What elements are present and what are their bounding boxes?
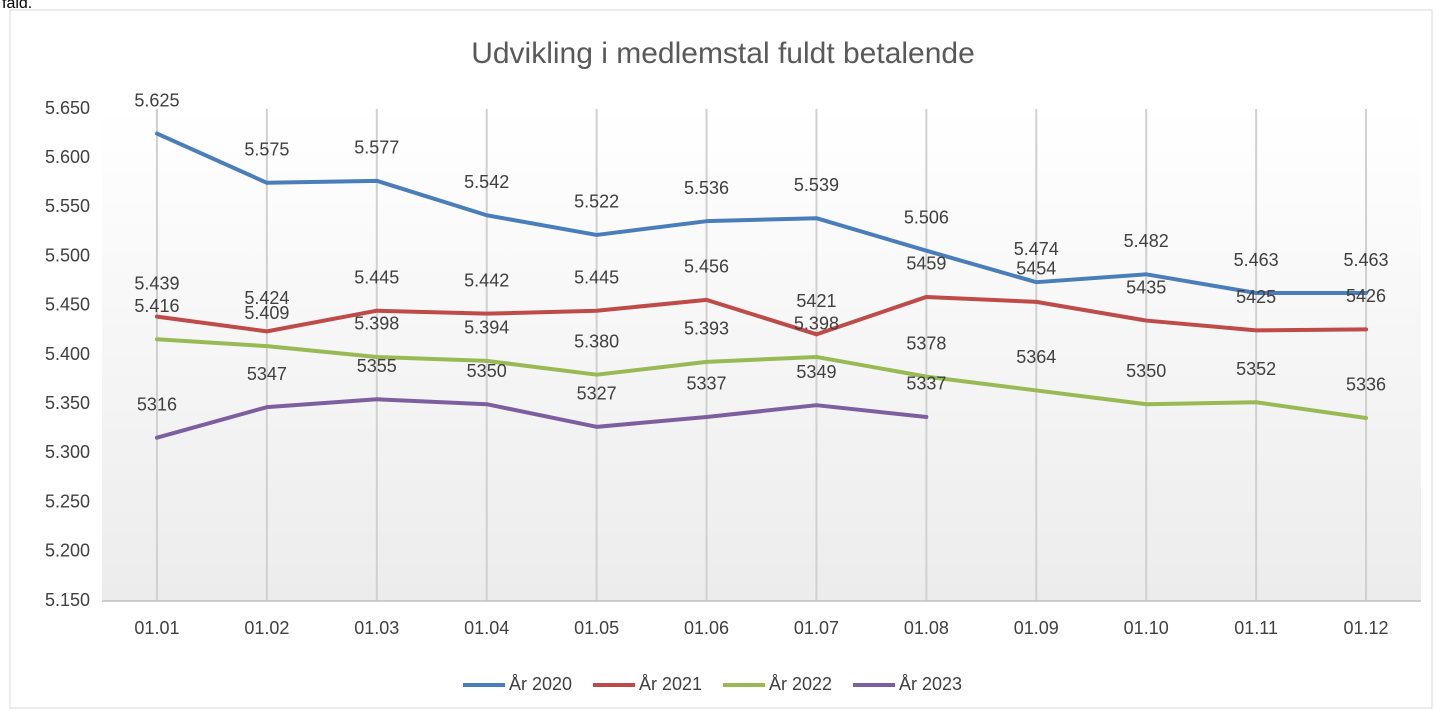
data-label: 5.463 — [1234, 250, 1279, 270]
data-label: 5.482 — [1124, 231, 1169, 251]
data-label: 5.409 — [244, 303, 289, 323]
y-tick-label: 5.400 — [45, 344, 90, 364]
data-label: 5.536 — [684, 178, 729, 198]
chart-title: Udvikling i medlemstal fuldt betalende — [471, 37, 975, 70]
data-label: 5350 — [467, 361, 507, 381]
x-tick-label: 01.02 — [244, 618, 289, 638]
data-label: 5459 — [906, 254, 946, 274]
y-tick-label: 5.600 — [45, 147, 90, 167]
series-line — [154, 294, 1369, 337]
y-tick-label: 5.150 — [45, 590, 90, 610]
data-label: 5378 — [906, 333, 946, 353]
x-tick-label: 01.05 — [574, 618, 619, 638]
legend-label: År 2020 — [509, 674, 572, 694]
data-label: 5426 — [1346, 286, 1386, 306]
data-label: 5.625 — [134, 90, 179, 110]
data-label: 5.442 — [464, 270, 509, 290]
y-tick-label: 5.250 — [45, 491, 90, 511]
data-label: 5421 — [796, 291, 836, 311]
chart-frame — [9, 9, 1433, 709]
data-label: 5364 — [1016, 347, 1056, 367]
y-tick-label: 5.300 — [45, 442, 90, 462]
data-label: 5.445 — [354, 267, 399, 287]
data-label: 5327 — [577, 384, 617, 404]
legend-label: År 2023 — [899, 674, 962, 694]
x-tick-label: 01.11 — [1234, 618, 1278, 638]
x-tick-label: 01.06 — [684, 618, 729, 638]
data-label: 5.577 — [354, 138, 399, 158]
data-label: 5347 — [247, 364, 287, 384]
x-tick-label: 01.12 — [1344, 618, 1389, 638]
data-label: 5.380 — [574, 331, 619, 351]
x-tick-label: 01.10 — [1124, 618, 1169, 638]
x-tick-label: 01.01 — [134, 618, 179, 638]
data-label: 5.474 — [1014, 239, 1059, 259]
x-tick-label: 01.08 — [904, 618, 949, 638]
data-label: 5.439 — [134, 273, 179, 293]
series-line — [154, 337, 1369, 420]
x-tick-label: 01.04 — [464, 618, 509, 638]
data-label: 5.424 — [244, 288, 289, 308]
y-tick-label: 5.500 — [45, 245, 90, 265]
data-label: 5337 — [906, 374, 946, 394]
x-tick-label: 01.07 — [794, 618, 839, 638]
y-tick-label: 5.450 — [45, 295, 90, 315]
y-tick-label: 5.550 — [45, 196, 90, 216]
data-label: 5.456 — [684, 257, 729, 277]
data-label: 5355 — [357, 356, 397, 376]
legend-label: År 2021 — [639, 674, 702, 694]
data-label: 5425 — [1236, 287, 1276, 307]
data-label: 5.542 — [464, 172, 509, 192]
data-label: 5.539 — [794, 175, 839, 195]
data-label: 5.394 — [464, 318, 509, 338]
legend-label: År 2022 — [769, 674, 832, 694]
series-line — [154, 131, 1369, 296]
page-note: fald. — [2, 0, 32, 12]
data-label: 5337 — [687, 374, 727, 394]
data-label: 5349 — [796, 362, 836, 382]
data-label: 5.522 — [574, 192, 619, 212]
y-tick-label: 5.350 — [45, 393, 90, 413]
data-label: 5435 — [1126, 277, 1166, 297]
data-label: 5.398 — [794, 314, 839, 334]
data-label: 5316 — [137, 394, 177, 414]
data-label: 5336 — [1346, 375, 1386, 395]
data-label: 5.393 — [684, 319, 729, 339]
x-tick-label: 01.09 — [1014, 618, 1059, 638]
data-label: 5352 — [1236, 359, 1276, 379]
data-label: 5.445 — [574, 267, 619, 287]
data-label: 5.463 — [1344, 250, 1389, 270]
data-label: 5.575 — [244, 140, 289, 160]
x-tick-label: 01.03 — [354, 618, 399, 638]
data-label: 5454 — [1016, 259, 1056, 279]
data-label: 5.416 — [134, 296, 179, 316]
data-label: 5.506 — [904, 207, 949, 227]
data-label: 5350 — [1126, 361, 1166, 381]
plot-area — [102, 109, 1421, 601]
series-line — [154, 397, 929, 440]
data-label: 5.398 — [354, 314, 399, 334]
y-tick-label: 5.650 — [45, 98, 90, 118]
y-tick-label: 5.200 — [45, 541, 90, 561]
